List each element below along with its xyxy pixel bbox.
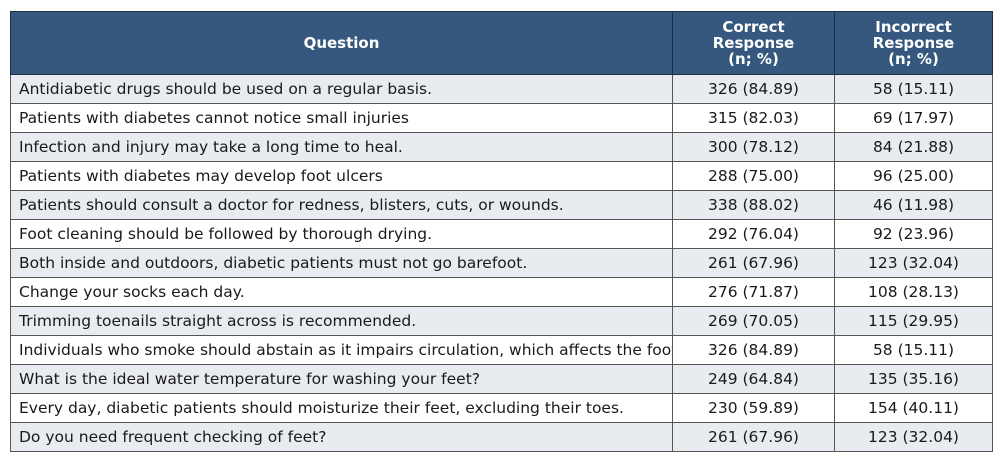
question-cell: Foot cleaning should be followed by thor… <box>10 219 673 249</box>
header-correct-line1: Correct <box>722 18 785 36</box>
correct-response-cell: 261 (67.96) <box>672 248 835 278</box>
table-row: Patients with diabetes cannot notice sma… <box>10 103 993 133</box>
correct-response-cell: 288 (75.00) <box>672 161 835 191</box>
question-cell: Change your socks each day. <box>10 277 673 307</box>
table-row: Infection and injury may take a long tim… <box>10 132 993 162</box>
correct-response-cell: 230 (59.89) <box>672 393 835 423</box>
table-row: Individuals who smoke should abstain as … <box>10 335 993 365</box>
incorrect-response-cell: 108 (28.13) <box>834 277 993 307</box>
incorrect-response-cell: 84 (21.88) <box>834 132 993 162</box>
correct-response-cell: 326 (84.89) <box>672 74 835 104</box>
correct-response-cell: 269 (70.05) <box>672 306 835 336</box>
header-row: Question Correct Response (n; %) Incorre… <box>10 11 993 75</box>
incorrect-response-cell: 96 (25.00) <box>834 161 993 191</box>
question-cell: Antidiabetic drugs should be used on a r… <box>10 74 673 104</box>
correct-response-cell: 261 (67.96) <box>672 422 835 452</box>
incorrect-response-cell: 135 (35.16) <box>834 364 993 394</box>
correct-response-cell: 249 (64.84) <box>672 364 835 394</box>
table-row: Antidiabetic drugs should be used on a r… <box>10 74 993 104</box>
question-cell: Trimming toenails straight across is rec… <box>10 306 673 336</box>
correct-response-cell: 326 (84.89) <box>672 335 835 365</box>
question-cell: Patients with diabetes cannot notice sma… <box>10 103 673 133</box>
table-row: Foot cleaning should be followed by thor… <box>10 219 993 249</box>
incorrect-response-cell: 123 (32.04) <box>834 248 993 278</box>
header-question: Question <box>10 11 673 75</box>
table-row: Every day, diabetic patients should mois… <box>10 393 993 423</box>
question-cell: Do you need frequent checking of feet? <box>10 422 673 452</box>
table-row: Trimming toenails straight across is rec… <box>10 306 993 336</box>
header-incorrect-line2: Response <box>872 34 955 52</box>
incorrect-response-cell: 154 (40.11) <box>834 393 993 423</box>
incorrect-response-cell: 58 (15.11) <box>834 335 993 365</box>
correct-response-cell: 338 (88.02) <box>672 190 835 220</box>
knowledge-table: Question Correct Response (n; %) Incorre… <box>10 11 993 452</box>
header-incorrect: Incorrect Response (n; %) <box>834 11 993 75</box>
incorrect-response-cell: 69 (17.97) <box>834 103 993 133</box>
question-cell: Patients with diabetes may develop foot … <box>10 161 673 191</box>
header-correct-line2: Response <box>712 34 795 52</box>
header-incorrect-line1: Incorrect <box>875 18 952 36</box>
table-row: Patients should consult a doctor for red… <box>10 190 993 220</box>
table-row: Both inside and outdoors, diabetic patie… <box>10 248 993 278</box>
table-row: Change your socks each day. 276 (71.87) 10… <box>10 277 993 307</box>
question-cell: Both inside and outdoors, diabetic patie… <box>10 248 673 278</box>
incorrect-response-cell: 58 (15.11) <box>834 74 993 104</box>
question-cell: Every day, diabetic patients should mois… <box>10 393 673 423</box>
question-cell: Individuals who smoke should abstain as … <box>10 335 673 365</box>
incorrect-response-cell: 115 (29.95) <box>834 306 993 336</box>
header-correct: Correct Response (n; %) <box>672 11 835 75</box>
question-cell: Patients should consult a doctor for red… <box>10 190 673 220</box>
header-correct-line3: (n; %) <box>728 50 779 68</box>
question-cell: Infection and injury may take a long tim… <box>10 132 673 162</box>
incorrect-response-cell: 123 (32.04) <box>834 422 993 452</box>
correct-response-cell: 300 (78.12) <box>672 132 835 162</box>
table-row: What is the ideal water temperature for … <box>10 364 993 394</box>
correct-response-cell: 292 (76.04) <box>672 219 835 249</box>
incorrect-response-cell: 92 (23.96) <box>834 219 993 249</box>
table-row: Do you need frequent checking of feet? 26… <box>10 422 993 452</box>
header-incorrect-line3: (n; %) <box>888 50 939 68</box>
question-cell: What is the ideal water temperature for … <box>10 364 673 394</box>
table-row: Patients with diabetes may develop foot … <box>10 161 993 191</box>
correct-response-cell: 276 (71.87) <box>672 277 835 307</box>
incorrect-response-cell: 46 (11.98) <box>834 190 993 220</box>
correct-response-cell: 315 (82.03) <box>672 103 835 133</box>
